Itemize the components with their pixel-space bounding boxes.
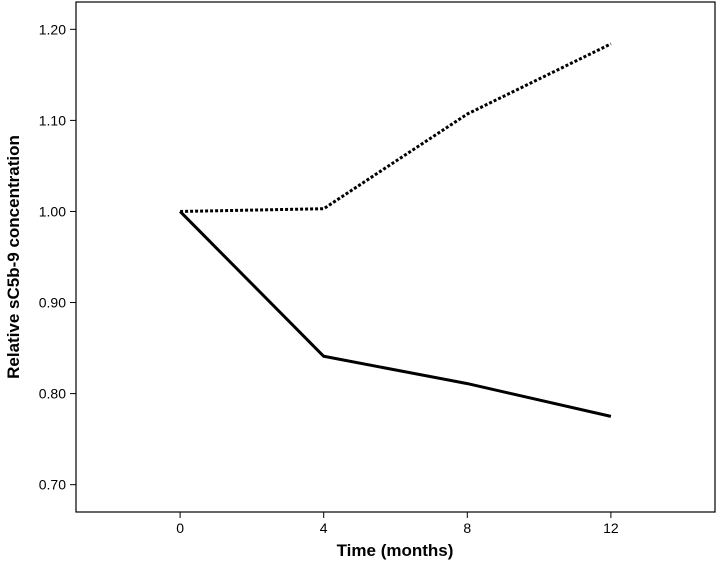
- y-tick-label: 1.00: [39, 203, 66, 219]
- y-tick-label: 1.10: [39, 112, 66, 128]
- y-tick-label: 0.80: [39, 386, 66, 402]
- series-line-dotted: [180, 42, 612, 213]
- x-tick-label: 0: [176, 520, 184, 536]
- y-axis: 0.70 0.80 0.90 1.00 1.10 1.20: [39, 21, 76, 493]
- x-axis: 0 4 8 12: [176, 512, 619, 536]
- y-tick-label: 0.70: [39, 477, 66, 493]
- series-layer: [179, 42, 612, 418]
- x-tick-label: 4: [320, 520, 328, 536]
- y-tick-label: 0.90: [39, 295, 66, 311]
- y-tick-label: 1.20: [39, 21, 66, 37]
- x-tick-label: 12: [603, 520, 619, 536]
- series-line-solid: [179, 210, 612, 418]
- x-axis-title: Time (months): [337, 541, 454, 560]
- plot-area-frame: [75, 1, 716, 513]
- x-tick-label: 8: [463, 520, 471, 536]
- y-axis-title: Relative sC5b-9 concentration: [4, 135, 23, 379]
